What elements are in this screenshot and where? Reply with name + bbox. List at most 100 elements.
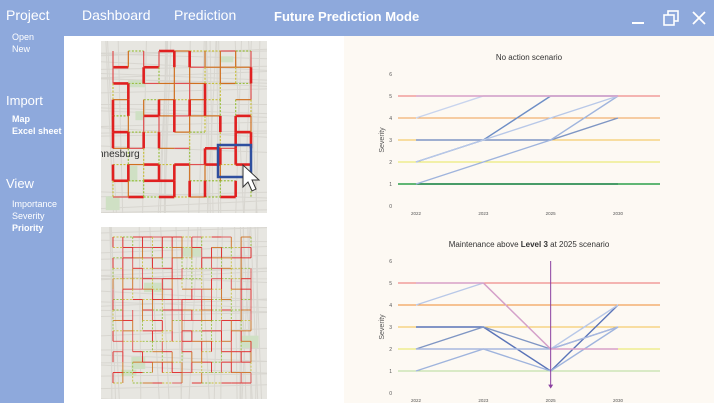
chart-maintenance: Maintenance above Level 3 at 2025 scenar…	[344, 223, 714, 403]
map-street	[101, 77, 267, 87]
map-street	[198, 41, 205, 213]
map-park	[241, 335, 259, 348]
map-street	[101, 301, 267, 309]
y-axis-label: Severity	[379, 314, 386, 340]
map-street	[101, 354, 267, 362]
y-axis-label: Severity	[379, 127, 386, 153]
map-street	[101, 384, 267, 390]
x-tick-label: 2025	[546, 211, 557, 216]
map-park	[219, 56, 234, 63]
map-street	[101, 121, 267, 127]
map-street	[149, 227, 160, 399]
chart-title: Maintenance above Level 3 at 2025 scenar…	[344, 240, 714, 249]
sidebar-heading-view: View	[6, 176, 34, 191]
map-street	[110, 227, 120, 399]
map-park	[135, 111, 144, 121]
map-street	[216, 41, 220, 213]
map-park	[181, 246, 201, 257]
map-street	[205, 41, 209, 213]
series-line	[415, 95, 619, 163]
map-park	[105, 196, 120, 211]
map-street	[175, 227, 182, 399]
map-street	[101, 71, 267, 79]
map-park	[120, 369, 137, 377]
map-street	[234, 227, 238, 399]
map-street	[213, 227, 219, 399]
y-tick-label: 4	[389, 116, 392, 122]
sidebar-item-new[interactable]: New	[12, 44, 31, 54]
map-street	[101, 311, 267, 317]
map-street	[101, 298, 267, 307]
sidebar-item-map[interactable]: Map	[12, 114, 30, 124]
title-bar: Project Dashboard Prediction Future Pred…	[0, 0, 714, 36]
sidebar-item-excel-sheet[interactable]: Excel sheet	[12, 126, 62, 136]
restore-icon	[663, 10, 679, 26]
y-tick-label: 2	[389, 160, 392, 166]
close-button[interactable]	[689, 8, 709, 28]
y-tick-label: 0	[389, 391, 392, 397]
minimize-icon	[632, 22, 644, 24]
chart-title: No action scenario	[495, 53, 563, 62]
selection-box	[216, 143, 253, 179]
y-tick-label: 3	[389, 138, 392, 144]
map-street	[101, 107, 267, 115]
menu-dashboard[interactable]: Dashboard	[82, 7, 151, 23]
y-tick-label: 5	[389, 281, 392, 287]
series-line	[416, 326, 619, 350]
map-street	[163, 41, 166, 213]
sidebar-heading-import: Import	[6, 93, 43, 108]
y-tick-label: 0	[389, 204, 392, 210]
map-city-label: nnesburg	[101, 149, 140, 160]
menu-project[interactable]: Project	[6, 7, 50, 23]
map-street	[101, 239, 267, 243]
map-street	[101, 364, 267, 374]
map-street	[164, 41, 169, 213]
x-tick-label: 2022	[411, 211, 422, 216]
map-street	[138, 227, 142, 399]
x-tick-label: 2030	[613, 398, 624, 403]
map-street	[206, 41, 211, 213]
priority-map[interactable]	[101, 227, 267, 399]
window-title: Future Prediction Mode	[274, 9, 420, 24]
road-network-map-detail	[101, 227, 267, 399]
chart-no-action: No action scenario 0 1 2 3 4 5 6 2022 2023 2025 20…	[344, 36, 714, 216]
series-line	[415, 326, 619, 350]
map-street	[101, 275, 267, 283]
y-tick-label: 6	[389, 259, 392, 265]
chart-pane: No action scenario 0 1 2 3 4 5 6 2022 2023 2025 20…	[344, 36, 714, 403]
map-street	[234, 41, 245, 213]
close-icon	[692, 11, 706, 25]
arrow-down-icon	[548, 384, 554, 389]
map-street	[101, 53, 267, 60]
y-tick-label: 1	[389, 369, 392, 375]
map-street	[101, 209, 267, 213]
y-tick-label: 3	[389, 325, 392, 331]
chart-title-bold: Level 3	[520, 240, 548, 249]
restore-button[interactable]	[661, 8, 681, 28]
minimize-button[interactable]	[628, 8, 648, 28]
x-tick-label: 2023	[478, 398, 489, 403]
series-line	[416, 282, 618, 350]
map-street	[101, 255, 267, 260]
cursor-icon	[242, 163, 261, 192]
map-street	[209, 41, 214, 213]
chart-title-post: at 2025 scenario	[547, 240, 610, 249]
map-street	[101, 309, 267, 313]
sidebar-item-severity[interactable]: Severity	[12, 211, 45, 221]
map-street	[101, 347, 267, 351]
severity-map[interactable]: nnesburg	[101, 41, 267, 213]
map-street	[255, 41, 261, 213]
sidebar-item-priority[interactable]: Priority	[12, 223, 44, 233]
map-street	[101, 200, 267, 210]
map-street	[101, 72, 267, 81]
map-park	[131, 356, 146, 370]
menu-prediction[interactable]: Prediction	[174, 7, 237, 23]
map-street	[101, 268, 267, 271]
x-tick-label: 2025	[546, 398, 557, 403]
sidebar-item-importance[interactable]: Importance	[12, 199, 58, 209]
map-park	[127, 165, 138, 182]
map-street	[110, 227, 113, 399]
y-tick-label: 5	[389, 94, 392, 100]
sidebar-item-open[interactable]: Open	[12, 32, 35, 42]
y-tick-label: 6	[389, 72, 392, 78]
